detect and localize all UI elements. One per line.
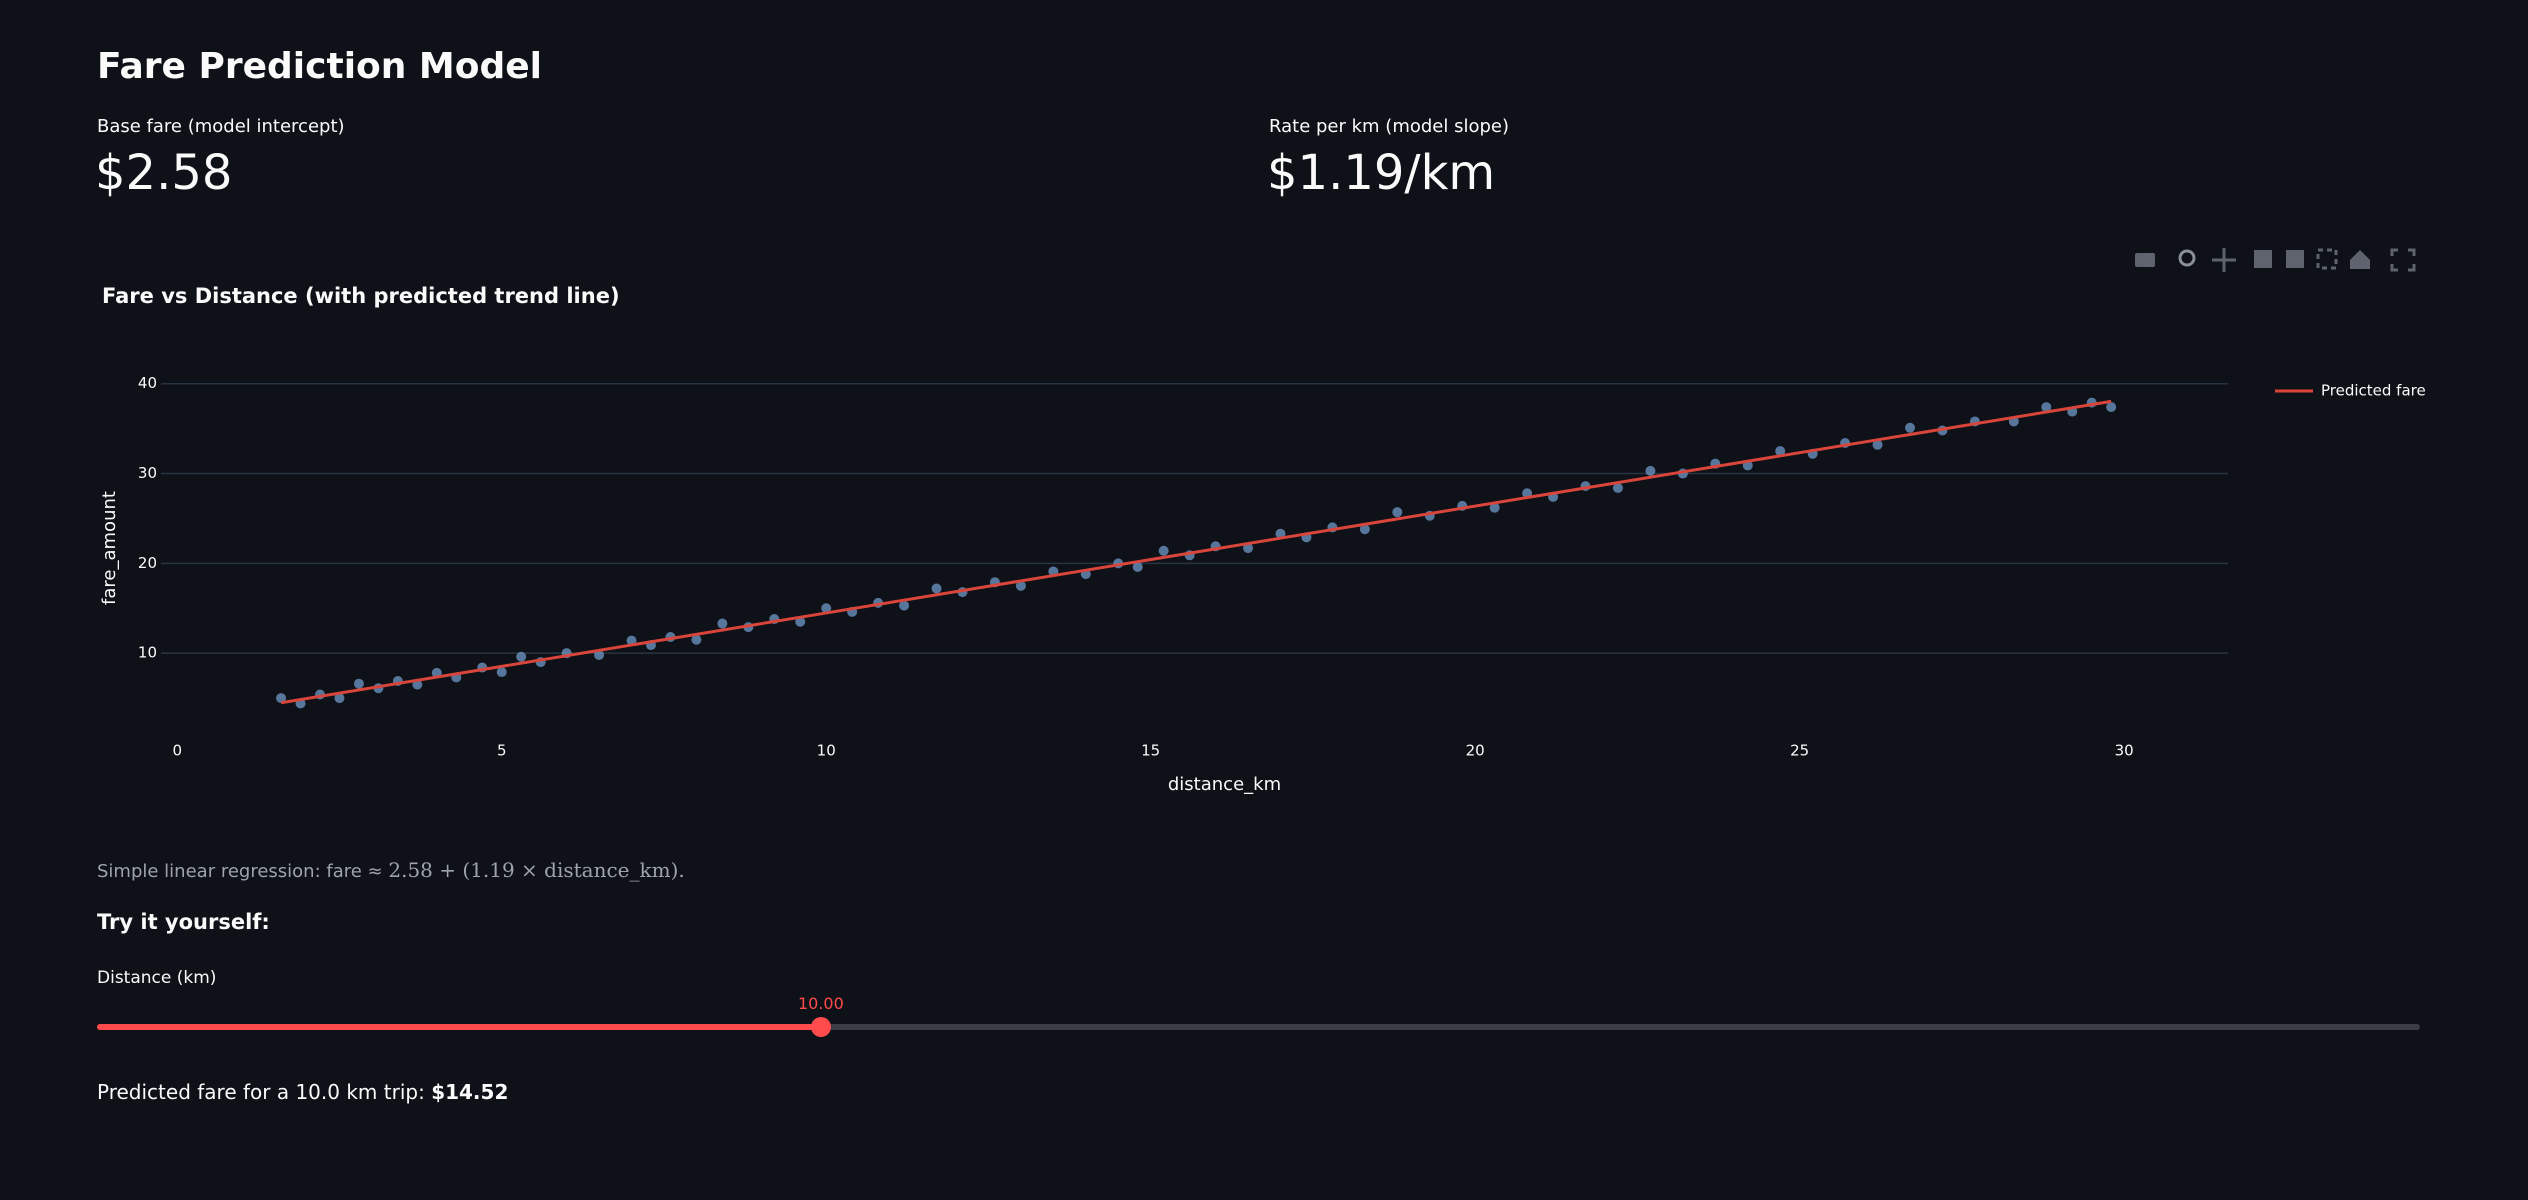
scatter-point <box>931 583 942 594</box>
scatter-point <box>821 603 832 614</box>
y-tick-label: 40 <box>138 374 157 392</box>
scatter-point <box>1392 507 1403 518</box>
scatter-point <box>1775 446 1786 457</box>
scatter-point <box>1489 502 1500 513</box>
scatter-point <box>334 693 345 704</box>
x-axis-title: distance_km <box>1168 774 1281 795</box>
zoom-in-button[interactable] <box>2254 250 2272 268</box>
x-tick-label: 25 <box>1790 742 1809 760</box>
scatter-point <box>1905 422 1915 433</box>
slider-thumb[interactable] <box>810 1017 831 1037</box>
scatter-point <box>1872 439 1883 450</box>
scatter-point <box>1359 524 1370 535</box>
metric-label: Rate per km (model slope) <box>1269 116 1510 137</box>
pan-button[interactable] <box>2212 248 2236 272</box>
scatter-point <box>1645 465 1656 476</box>
x-tick-label: 10 <box>817 742 836 760</box>
scatter-point <box>496 667 507 678</box>
caption-text: Simple linear regression: fare ≈ <box>97 861 383 882</box>
x-tick-label: 15 <box>1141 742 1160 760</box>
y-tick-label: 10 <box>138 644 157 662</box>
scatter-point <box>626 635 637 646</box>
caption-formula: 2.58 + (1.19 × distance_km). <box>388 858 685 882</box>
scatter-point <box>1612 482 1623 493</box>
page-title: Fare Prediction Model <box>97 46 543 87</box>
scatter-point <box>594 649 605 660</box>
scatter-point <box>899 600 910 611</box>
result: Predicted fare for a 10.0 km trip: $14.5… <box>97 1080 508 1104</box>
slider-fill <box>97 1024 821 1030</box>
x-tick-label: 5 <box>497 742 507 760</box>
x-tick-label: 30 <box>2115 742 2134 760</box>
autoscale-button[interactable] <box>2316 248 2338 270</box>
trend-line <box>280 399 2112 705</box>
scatter-point <box>2106 402 2117 413</box>
legend-label: Predicted fare <box>2321 382 2426 400</box>
y-tick-label: 30 <box>138 464 157 482</box>
y-tick-label: 20 <box>138 554 157 572</box>
chart: Fare vs Distance (with predicted trend l… <box>99 248 2426 795</box>
x-tick-label: 0 <box>172 742 182 760</box>
caption: Simple linear regression: fare ≈ 2.58 + … <box>97 858 685 882</box>
scatter-point <box>516 651 527 662</box>
fullscreen-button[interactable] <box>2390 248 2416 272</box>
scatter-point <box>1158 545 1169 556</box>
slider-track[interactable] <box>97 1024 2420 1030</box>
scatter-point <box>717 618 728 629</box>
slider-value: 10.00 <box>797 994 844 1013</box>
reset-button[interactable] <box>2350 250 2370 269</box>
scatter-point <box>691 634 702 645</box>
slider-label: Distance (km) <box>97 968 217 988</box>
zoom-out-button[interactable] <box>2286 250 2304 268</box>
camera-button[interactable] <box>2135 253 2155 267</box>
scatter-point <box>276 693 287 704</box>
result-value: $14.52 <box>431 1080 509 1104</box>
metric-value: $1.19/km <box>1267 145 1496 201</box>
zoom-button[interactable] <box>2178 249 2196 267</box>
scatter-point <box>2041 402 2052 413</box>
metric-value: $2.58 <box>95 145 233 201</box>
metric-label: Base fare (model intercept) <box>97 116 345 137</box>
result-text: Predicted fare for a 10.0 km trip: <box>97 1080 425 1104</box>
x-tick-label: 20 <box>1466 742 1485 760</box>
scatter-point <box>353 678 364 689</box>
modebar <box>2135 248 2416 272</box>
scatter-point <box>795 616 806 627</box>
y-axis-title: fare_amount <box>99 491 120 605</box>
section-heading: Try it yourself: <box>97 910 270 934</box>
scatter-point <box>1243 543 1254 554</box>
scatter-point <box>1132 561 1143 572</box>
scatter-point <box>1015 580 1026 591</box>
chart-title: Fare vs Distance (with predicted trend l… <box>102 284 620 308</box>
